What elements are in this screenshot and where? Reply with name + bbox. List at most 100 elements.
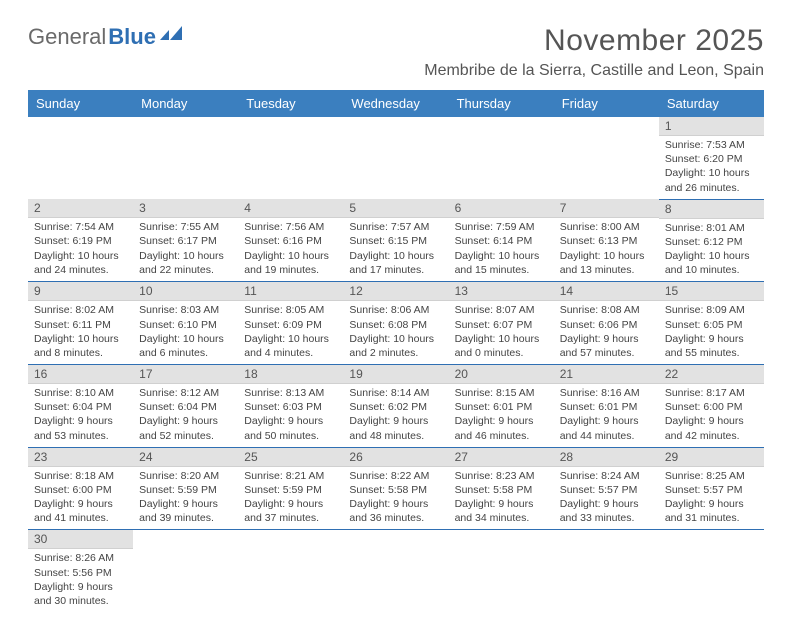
sunset-text: Sunset: 6:19 PM bbox=[34, 234, 127, 248]
sunrise-text: Sunrise: 8:10 AM bbox=[34, 386, 127, 400]
day-number: 21 bbox=[554, 365, 659, 384]
day-details: Sunrise: 8:07 AMSunset: 6:07 PMDaylight:… bbox=[449, 301, 554, 364]
sunrise-text: Sunrise: 8:08 AM bbox=[560, 303, 653, 317]
weekday-header: Monday bbox=[133, 90, 238, 117]
sunrise-text: Sunrise: 8:06 AM bbox=[349, 303, 442, 317]
calendar-cell: 19Sunrise: 8:14 AMSunset: 6:02 PMDayligh… bbox=[343, 365, 448, 448]
sunset-text: Sunset: 6:11 PM bbox=[34, 318, 127, 332]
sunrise-text: Sunrise: 8:09 AM bbox=[665, 303, 758, 317]
day-number: 26 bbox=[343, 448, 448, 467]
daylight-text: Daylight: 9 hours and 34 minutes. bbox=[455, 497, 548, 525]
day-details: Sunrise: 8:17 AMSunset: 6:00 PMDaylight:… bbox=[659, 384, 764, 447]
calendar-cell: 8Sunrise: 8:01 AMSunset: 6:12 PMDaylight… bbox=[659, 199, 764, 282]
weekday-header: Saturday bbox=[659, 90, 764, 117]
day-number: 15 bbox=[659, 282, 764, 301]
daylight-text: Daylight: 9 hours and 42 minutes. bbox=[665, 414, 758, 442]
sunset-text: Sunset: 6:02 PM bbox=[349, 400, 442, 414]
calendar-week-row: 9Sunrise: 8:02 AMSunset: 6:11 PMDaylight… bbox=[28, 282, 764, 365]
calendar-cell: 1Sunrise: 7:53 AMSunset: 6:20 PMDaylight… bbox=[659, 117, 764, 199]
day-details: Sunrise: 8:20 AMSunset: 5:59 PMDaylight:… bbox=[133, 467, 238, 530]
day-number: 5 bbox=[343, 199, 448, 218]
sunrise-text: Sunrise: 7:53 AM bbox=[665, 138, 758, 152]
sunset-text: Sunset: 5:58 PM bbox=[349, 483, 442, 497]
day-number: 17 bbox=[133, 365, 238, 384]
day-number: 1 bbox=[659, 117, 764, 136]
day-details: Sunrise: 7:53 AMSunset: 6:20 PMDaylight:… bbox=[659, 136, 764, 199]
calendar-week-row: 16Sunrise: 8:10 AMSunset: 6:04 PMDayligh… bbox=[28, 365, 764, 448]
sunset-text: Sunset: 6:04 PM bbox=[139, 400, 232, 414]
day-number: 7 bbox=[554, 199, 659, 218]
daylight-text: Daylight: 10 hours and 13 minutes. bbox=[560, 249, 653, 277]
calendar-cell bbox=[449, 530, 554, 612]
day-details: Sunrise: 8:24 AMSunset: 5:57 PMDaylight:… bbox=[554, 467, 659, 530]
daylight-text: Daylight: 9 hours and 31 minutes. bbox=[665, 497, 758, 525]
day-number: 3 bbox=[133, 199, 238, 218]
day-number: 12 bbox=[343, 282, 448, 301]
weekday-header-row: Sunday Monday Tuesday Wednesday Thursday… bbox=[28, 90, 764, 117]
sunset-text: Sunset: 6:00 PM bbox=[665, 400, 758, 414]
day-number: 11 bbox=[238, 282, 343, 301]
sunset-text: Sunset: 5:59 PM bbox=[139, 483, 232, 497]
calendar-cell: 26Sunrise: 8:22 AMSunset: 5:58 PMDayligh… bbox=[343, 447, 448, 530]
calendar-cell: 29Sunrise: 8:25 AMSunset: 5:57 PMDayligh… bbox=[659, 447, 764, 530]
daylight-text: Daylight: 10 hours and 6 minutes. bbox=[139, 332, 232, 360]
calendar-cell bbox=[449, 117, 554, 199]
calendar-cell: 28Sunrise: 8:24 AMSunset: 5:57 PMDayligh… bbox=[554, 447, 659, 530]
sunrise-text: Sunrise: 8:02 AM bbox=[34, 303, 127, 317]
calendar-cell: 23Sunrise: 8:18 AMSunset: 6:00 PMDayligh… bbox=[28, 447, 133, 530]
flag-icon bbox=[160, 24, 186, 50]
calendar-table: Sunday Monday Tuesday Wednesday Thursday… bbox=[28, 90, 764, 612]
day-details: Sunrise: 8:26 AMSunset: 5:56 PMDaylight:… bbox=[28, 549, 133, 612]
sunset-text: Sunset: 6:20 PM bbox=[665, 152, 758, 166]
day-number: 9 bbox=[28, 282, 133, 301]
header: GeneralBlue November 2025 Membribe de la… bbox=[28, 24, 764, 80]
sunrise-text: Sunrise: 8:12 AM bbox=[139, 386, 232, 400]
title-block: November 2025 Membribe de la Sierra, Cas… bbox=[424, 24, 764, 80]
calendar-cell bbox=[554, 117, 659, 199]
calendar-cell: 12Sunrise: 8:06 AMSunset: 6:08 PMDayligh… bbox=[343, 282, 448, 365]
logo: GeneralBlue bbox=[28, 24, 186, 50]
daylight-text: Daylight: 10 hours and 4 minutes. bbox=[244, 332, 337, 360]
sunrise-text: Sunrise: 8:00 AM bbox=[560, 220, 653, 234]
sunset-text: Sunset: 5:59 PM bbox=[244, 483, 337, 497]
sunrise-text: Sunrise: 8:26 AM bbox=[34, 551, 127, 565]
day-number: 24 bbox=[133, 448, 238, 467]
sunset-text: Sunset: 6:01 PM bbox=[560, 400, 653, 414]
daylight-text: Daylight: 9 hours and 33 minutes. bbox=[560, 497, 653, 525]
day-details: Sunrise: 8:12 AMSunset: 6:04 PMDaylight:… bbox=[133, 384, 238, 447]
sunrise-text: Sunrise: 7:55 AM bbox=[139, 220, 232, 234]
daylight-text: Daylight: 9 hours and 41 minutes. bbox=[34, 497, 127, 525]
sunrise-text: Sunrise: 8:15 AM bbox=[455, 386, 548, 400]
day-number: 20 bbox=[449, 365, 554, 384]
day-number: 18 bbox=[238, 365, 343, 384]
daylight-text: Daylight: 10 hours and 22 minutes. bbox=[139, 249, 232, 277]
calendar-cell bbox=[28, 117, 133, 199]
sunset-text: Sunset: 6:10 PM bbox=[139, 318, 232, 332]
day-details: Sunrise: 8:03 AMSunset: 6:10 PMDaylight:… bbox=[133, 301, 238, 364]
daylight-text: Daylight: 9 hours and 37 minutes. bbox=[244, 497, 337, 525]
daylight-text: Daylight: 10 hours and 8 minutes. bbox=[34, 332, 127, 360]
day-details: Sunrise: 7:57 AMSunset: 6:15 PMDaylight:… bbox=[343, 218, 448, 281]
daylight-text: Daylight: 10 hours and 24 minutes. bbox=[34, 249, 127, 277]
day-number: 10 bbox=[133, 282, 238, 301]
calendar-cell: 3Sunrise: 7:55 AMSunset: 6:17 PMDaylight… bbox=[133, 199, 238, 282]
sunset-text: Sunset: 6:05 PM bbox=[665, 318, 758, 332]
day-details: Sunrise: 8:02 AMSunset: 6:11 PMDaylight:… bbox=[28, 301, 133, 364]
weekday-header: Friday bbox=[554, 90, 659, 117]
calendar-cell bbox=[343, 530, 448, 612]
calendar-week-row: 23Sunrise: 8:18 AMSunset: 6:00 PMDayligh… bbox=[28, 447, 764, 530]
day-details: Sunrise: 8:14 AMSunset: 6:02 PMDaylight:… bbox=[343, 384, 448, 447]
calendar-cell: 15Sunrise: 8:09 AMSunset: 6:05 PMDayligh… bbox=[659, 282, 764, 365]
day-details: Sunrise: 8:00 AMSunset: 6:13 PMDaylight:… bbox=[554, 218, 659, 281]
sunset-text: Sunset: 6:06 PM bbox=[560, 318, 653, 332]
sunrise-text: Sunrise: 7:59 AM bbox=[455, 220, 548, 234]
daylight-text: Daylight: 9 hours and 39 minutes. bbox=[139, 497, 232, 525]
calendar-cell: 2Sunrise: 7:54 AMSunset: 6:19 PMDaylight… bbox=[28, 199, 133, 282]
day-details: Sunrise: 7:55 AMSunset: 6:17 PMDaylight:… bbox=[133, 218, 238, 281]
day-details: Sunrise: 8:16 AMSunset: 6:01 PMDaylight:… bbox=[554, 384, 659, 447]
calendar-cell: 13Sunrise: 8:07 AMSunset: 6:07 PMDayligh… bbox=[449, 282, 554, 365]
sunset-text: Sunset: 6:01 PM bbox=[455, 400, 548, 414]
weekday-header: Sunday bbox=[28, 90, 133, 117]
day-details: Sunrise: 8:22 AMSunset: 5:58 PMDaylight:… bbox=[343, 467, 448, 530]
sunrise-text: Sunrise: 8:01 AM bbox=[665, 221, 758, 235]
